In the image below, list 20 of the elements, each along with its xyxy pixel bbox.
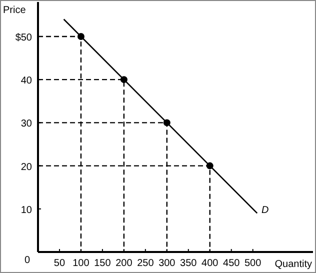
x-axis-title: Quantity — [274, 259, 312, 270]
x-tick-label: 250 — [137, 258, 154, 269]
y-tick-label: 0 — [24, 255, 30, 266]
y-tick-label: 40 — [20, 76, 32, 87]
x-tick-label: 450 — [223, 258, 240, 269]
x-tick-label: 500 — [244, 258, 262, 269]
y-axis-title: Price — [3, 5, 26, 16]
x-tick-label: 300 — [158, 258, 176, 269]
x-tick-label: 50 — [54, 258, 66, 269]
x-tick-label: 100 — [72, 258, 90, 269]
x-tick-label: 150 — [94, 258, 112, 269]
annotation: D — [261, 205, 269, 216]
y-tick-label: 30 — [20, 118, 32, 130]
x-tick-label: 200 — [116, 258, 133, 269]
y-tick-label: $50 — [15, 32, 32, 44]
y-tick-label: 10 — [20, 204, 32, 216]
x-tick-label: 350 — [180, 258, 198, 269]
x-tick-label: 400 — [202, 258, 219, 269]
point — [120, 76, 128, 84]
y-tick-label: 20 — [20, 162, 32, 173]
